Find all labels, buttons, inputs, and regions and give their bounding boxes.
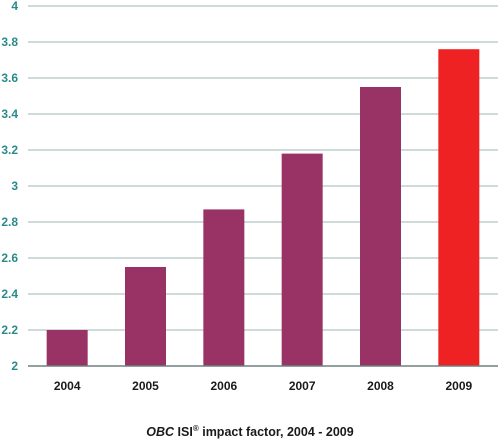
y-axis-tick-labels: 2 2.2 2.4 2.6 2.8 3 3.2 3.4 3.6 3.8 4 [1, 0, 18, 373]
y-tick-label: 2.4 [1, 287, 18, 301]
x-tick-label: 2006 [210, 379, 237, 393]
x-axis-tick-labels: 2004 2005 2006 2007 2008 2009 [54, 379, 473, 393]
y-tick-label: 3 [11, 179, 18, 193]
y-tick-label: 3.8 [1, 35, 18, 49]
caption-rest: impact factor, 2004 - 2009 [198, 425, 354, 440]
x-tick-label: 2004 [54, 379, 81, 393]
x-tick-label: 2007 [289, 379, 316, 393]
bar-2008 [360, 87, 401, 366]
y-tick-label: 2.8 [1, 215, 18, 229]
x-tick-label: 2009 [445, 379, 472, 393]
y-tick-label: 2.6 [1, 251, 18, 265]
caption-registered-mark: ® [192, 424, 199, 433]
x-tick-label: 2005 [132, 379, 159, 393]
y-tick-label: 3.2 [1, 143, 18, 157]
y-tick-label: 2.2 [1, 323, 18, 337]
y-tick-label: 3.4 [1, 107, 18, 121]
caption-isi: ISI [177, 425, 193, 440]
caption-journal: OBC [146, 425, 175, 440]
bar-2005 [125, 267, 166, 366]
gridlines [28, 5, 498, 331]
bar-chart: 2 2.2 2.4 2.6 2.8 3 3.2 3.4 3.6 3.8 4 2004 2005 2006… [1, 0, 498, 393]
bar-2007 [281, 153, 323, 366]
bars [46, 49, 480, 366]
bar-2006 [203, 209, 245, 366]
y-tick-label: 2 [11, 359, 18, 373]
y-tick-label: 4 [11, 0, 18, 13]
chart-caption: OBC ISI® impact factor, 2004 - 2009 [0, 424, 500, 439]
bar-2009 [438, 49, 480, 366]
y-tick-label: 3.6 [1, 71, 18, 85]
x-tick-label: 2008 [367, 379, 394, 393]
bar-2004 [46, 330, 88, 366]
